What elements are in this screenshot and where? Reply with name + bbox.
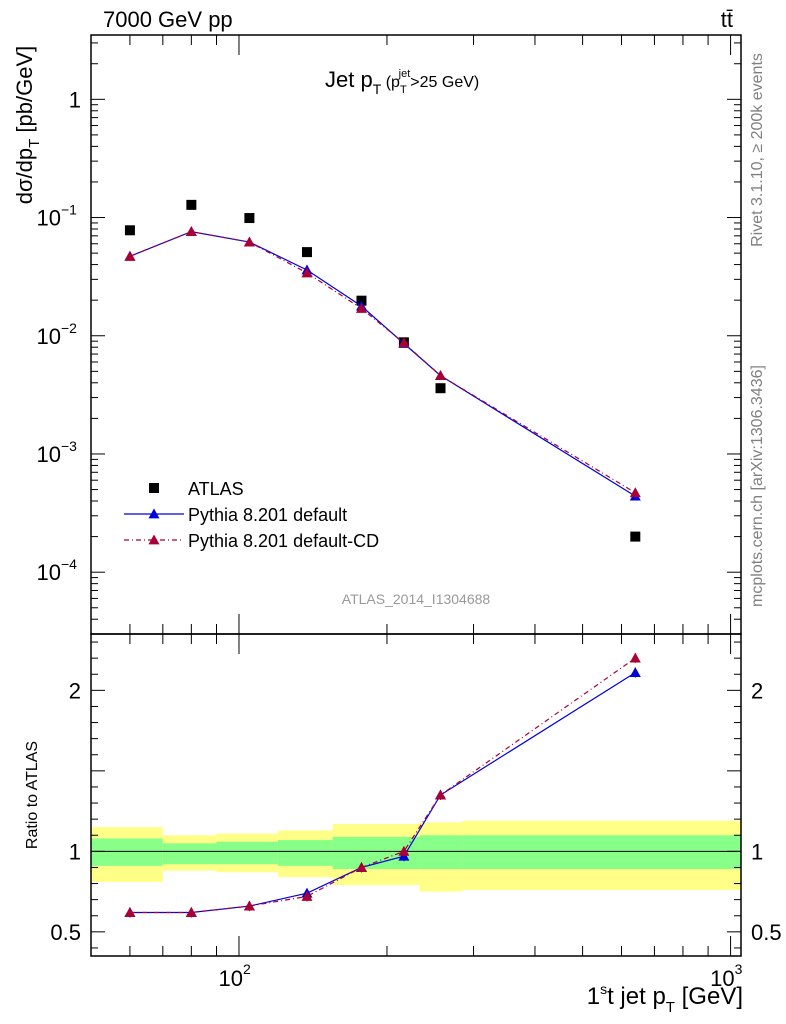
data-point-atlas (435, 383, 446, 394)
series-line (129, 231, 636, 494)
x-tick-label: 10 (219, 966, 243, 991)
ratio-y-tick-label-right: 2 (751, 678, 763, 703)
ratio-y-tick-label: 2 (69, 678, 81, 703)
legend: ATLAS Pythia 8.201 default Pythia 8.201 de… (124, 479, 379, 551)
band-green (462, 835, 741, 870)
data-point-mc (355, 303, 367, 313)
ratio-point (301, 890, 313, 901)
y-tick-label: 1 (69, 87, 81, 112)
y-tick-label: 10 (37, 324, 61, 349)
ratio-y-tick-label-right: 0.5 (751, 920, 782, 945)
legend-marker (148, 534, 160, 545)
process-label: tt̄ (721, 7, 733, 32)
x-tick-label-exp: 2 (243, 961, 251, 977)
ratio-frame (90, 633, 742, 957)
ratio-uncertainty-bands (91, 820, 741, 892)
energy-label: 7000 GeV pp (103, 7, 233, 32)
plot-title: Jet pT (pTjet>25 GeV) (325, 67, 479, 97)
ratio-y-tick-label: 0.5 (50, 920, 81, 945)
x-axis-label: 1st jet pT [GeV] (587, 981, 743, 1016)
data-point-mc (398, 337, 410, 348)
legend-label: ATLAS (188, 479, 244, 499)
legend-marker (148, 508, 160, 519)
x-tick-label: 10 (710, 966, 734, 991)
main-panel (124, 199, 641, 542)
ratio-panel (124, 652, 641, 918)
ratio-point (398, 845, 410, 856)
y-tick-label-exp: −3 (61, 438, 77, 454)
analysis-id: ATLAS_2014_I1304688 (342, 591, 491, 607)
y-tick-label-exp: −1 (61, 202, 77, 218)
data-point-mc (629, 487, 641, 498)
band-green (419, 835, 463, 870)
band-green (216, 841, 278, 865)
data-point-atlas (244, 213, 255, 224)
band-green (162, 843, 217, 865)
ratio-point (124, 907, 136, 917)
data-point-mc (185, 226, 197, 237)
data-point-mc (435, 370, 447, 381)
band-green (277, 840, 333, 866)
band-green (91, 838, 163, 866)
mcplots-label: mcplots.cern.ch [arXiv:1306.3436] (749, 365, 766, 607)
x-tick-label-exp: 3 (735, 961, 743, 977)
panel-frames (90, 34, 742, 957)
data-point-mc (243, 236, 255, 247)
y-tick-label: 10 (37, 560, 61, 585)
data-point-mc (301, 267, 313, 278)
ratio-y-axis-label: Ratio to ATLAS (24, 741, 41, 849)
ratio-point (185, 907, 197, 917)
ratio-point (355, 861, 367, 872)
legend-label: Pythia 8.201 default (188, 505, 347, 525)
ratio-point (243, 900, 255, 911)
data-point-atlas (124, 225, 135, 236)
data-point-mc (124, 250, 136, 261)
ratio-y-tick-label-right: 1 (751, 839, 763, 864)
ratio-point (435, 789, 447, 800)
ratio-point (629, 652, 641, 663)
rivet-label: Rivet 3.1.10, ≥ 200k events (749, 53, 766, 247)
legend-label: Pythia 8.201 default-CD (188, 531, 379, 551)
y-tick-label-exp: −4 (61, 556, 77, 572)
y-tick-label: 10 (37, 206, 61, 231)
data-point-atlas (630, 531, 641, 542)
ratio-point (629, 667, 641, 678)
data-point-atlas (301, 247, 312, 258)
legend-marker (149, 483, 159, 493)
band-green (332, 836, 387, 870)
y-tick-label: 10 (37, 442, 61, 467)
series-line (129, 231, 636, 497)
y-axis-label: dσ/dpT [pb/GeV] (12, 46, 43, 205)
ratio-y-tick-label: 1 (69, 839, 81, 864)
y-tick-label-exp: −2 (61, 320, 77, 336)
data-point-atlas (186, 199, 197, 210)
